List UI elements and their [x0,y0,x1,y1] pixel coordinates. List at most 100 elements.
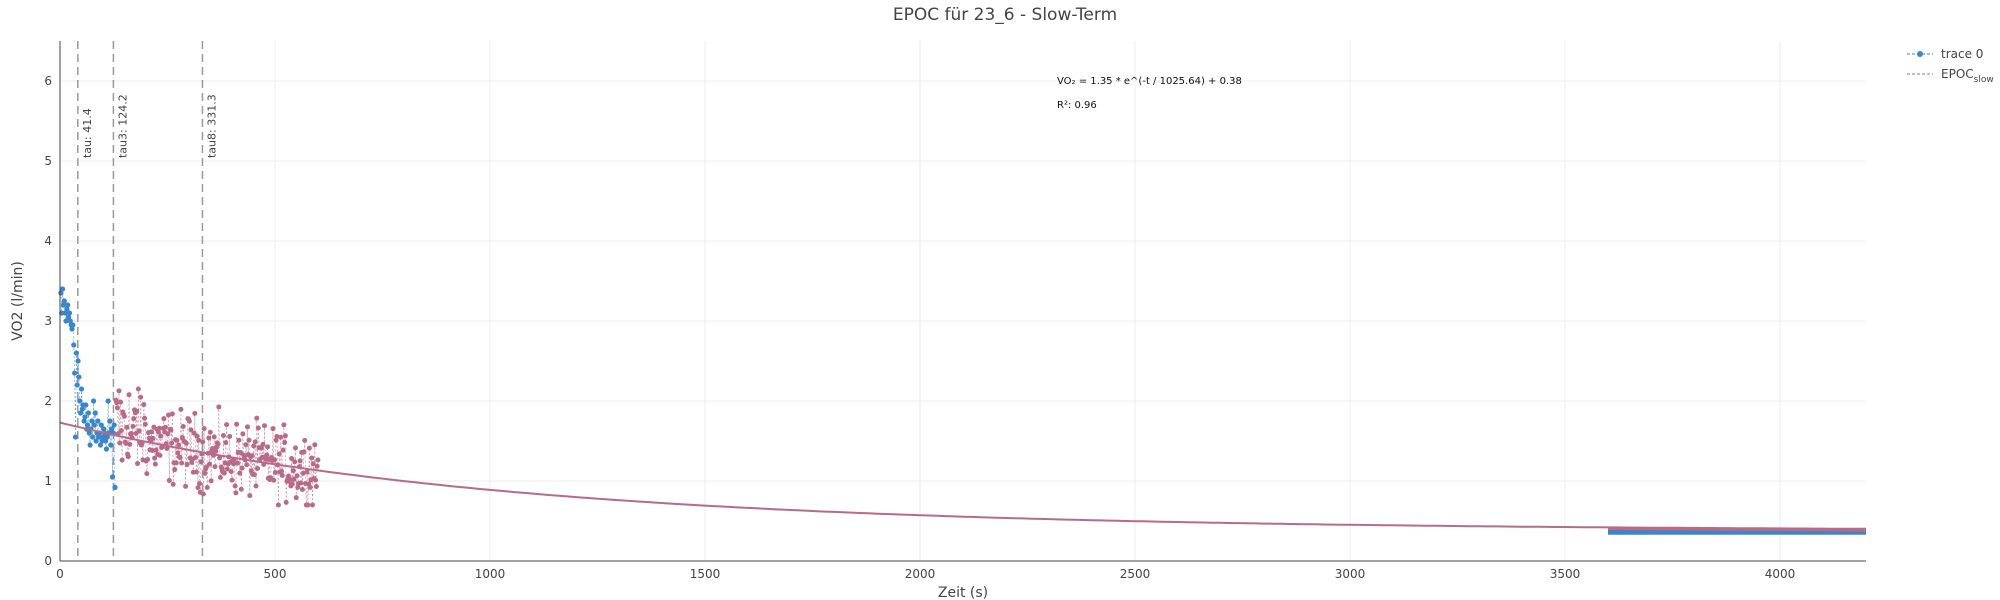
y-tick-label: 4 [44,234,52,248]
epoc-data-point [251,472,257,478]
epoc-data-point [128,431,134,437]
epoc-data-point [262,423,268,429]
trace0-point [109,426,115,432]
x-tick-label: 3500 [1550,567,1581,581]
epoc-data-point [200,491,206,497]
epoc-data-point [243,442,249,448]
trace0-point [81,418,87,424]
x-tick-labels: 0 500 1000 1500 2000 2500 3000 3500 4000 [56,567,1795,581]
trace0-point [67,318,73,324]
epoc-data-point [221,470,227,476]
legend-item-trace0[interactable]: trace 0 [1907,47,1983,61]
trace0-point [90,398,97,404]
y-tick-label: 1 [44,474,52,488]
epoc-data-point [180,424,186,430]
trace0-point [100,434,106,440]
epoc-data-point [272,469,278,475]
epoc-data-point [220,432,226,438]
epoc-data-point [200,439,206,445]
epoc-data-point [253,483,259,489]
epoc-data-point [236,437,242,443]
trace0-point [66,310,73,316]
epoc-data-point [142,421,148,427]
epoc-data-point [264,452,270,458]
trace0-point [112,484,118,490]
epoc-data-point [282,433,288,439]
epoc-data-point [299,486,305,492]
epoc-data-point [313,483,319,489]
trace0-point [83,402,89,408]
trace0-point [66,314,72,320]
epoc-data-point [283,499,289,505]
epoc-data-point [265,444,271,450]
epoc-data-point [201,426,207,432]
epoc-data-point [198,459,204,465]
epoc-data-point [217,474,223,480]
epoc-data-point [134,408,140,414]
epoc-data-point [212,464,218,470]
epoc-data-point [173,460,179,466]
trace0-point [70,322,76,328]
epoc-data-point [295,484,301,490]
trace0-point [63,318,69,324]
epoc-data-point [168,427,174,433]
epoc-data-point [136,428,142,434]
epoc-data-point [271,477,277,483]
vertical-marker-lines: tau: 41.4 tau3: 124.2 tau8: 331.3 [77,41,218,561]
trace0-point [78,410,84,416]
epoc-fit-curve [59,421,1866,530]
x-tick-label: 500 [264,567,287,581]
legend-item-epoc[interactable]: EPOCslow [1907,67,1994,85]
y-tick-label: 3 [44,314,52,328]
epoc-data-point [164,446,170,452]
epoc-data-point [145,457,151,463]
epoc-data-point [202,470,208,476]
epoc-data-point [188,427,194,433]
epoc-data-point [178,406,184,412]
epoc-data-point [244,424,250,430]
epoc-data-point [293,495,299,501]
trace0-point [107,418,113,424]
tau-marker-label: tau: 41.4 [81,108,94,158]
trace0-point [72,370,78,376]
trace0-point [98,422,104,428]
epoc-data-point [144,471,150,477]
epoc-data-point [234,421,240,427]
epoc-data-point [213,448,219,454]
trace0-point [65,302,71,308]
trace0-point [105,398,111,404]
epoc-data-point [251,443,257,449]
epoc-data-point [176,442,182,448]
epoc-data-point [228,469,234,475]
epoc-data-point [290,468,296,474]
epoc-data-point [227,433,233,439]
epoc-data-point [310,461,316,467]
epoc-data-point [306,445,312,451]
legend[interactable]: trace 0 EPOCslow [1907,47,1994,85]
epoc-data-point [183,440,189,446]
trace0-point [73,350,79,356]
epoc-data-point [279,468,285,474]
epoc-data-point [135,386,141,392]
epoc-data-point [172,467,178,473]
epoc-data-point [155,429,161,435]
epoc-data-point [231,461,237,467]
epoc-data-point [118,399,124,405]
epoc-data-point [304,469,310,475]
trace0-point [103,446,110,452]
epoc-data-point [141,402,147,408]
trace0-point [82,414,88,420]
epoc-data-point [125,454,131,460]
epoc-data-point [138,394,144,400]
y-axis-title: VO2 (l/min) [10,261,26,341]
epoc-data-point [193,469,199,475]
epoc-data-point [177,455,183,461]
epoc-data-point [153,447,159,453]
epoc-data-point [175,450,181,456]
epoc-data-point [297,458,303,464]
trace0-point [75,358,81,364]
trace0-point [77,398,83,404]
trace0-point [101,426,107,432]
epoc-data-point [204,484,210,490]
